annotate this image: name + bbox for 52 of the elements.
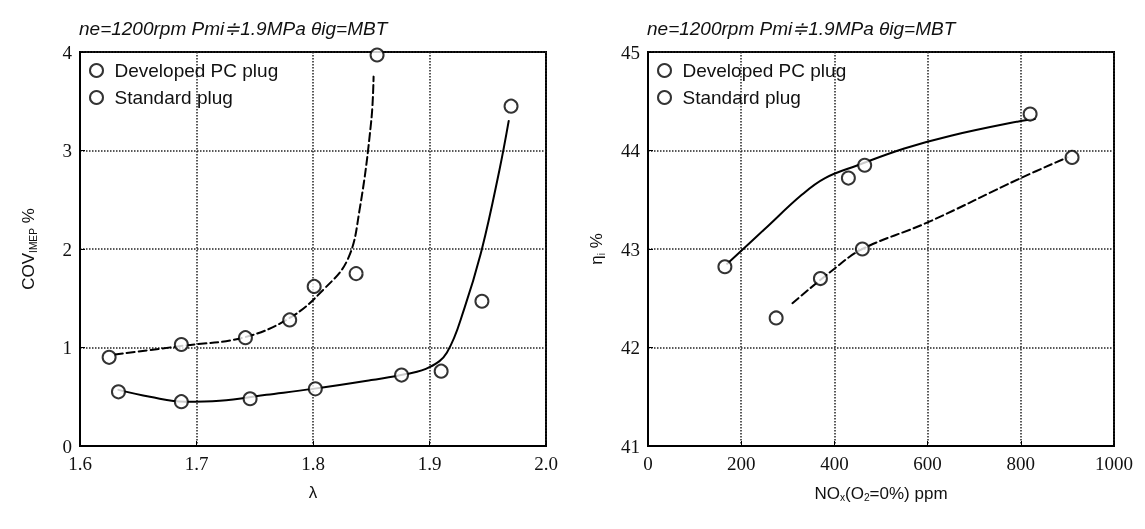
- y-tick-label: 44: [621, 140, 641, 161]
- point: [307, 381, 323, 397]
- x-axis-title: λ: [308, 483, 318, 502]
- point: [812, 271, 828, 287]
- point: [110, 384, 126, 400]
- point: [306, 278, 322, 294]
- point: [237, 330, 253, 346]
- y-axis-title: COVIMEP %: [19, 208, 39, 290]
- x-tick-label: 1.7: [184, 453, 209, 474]
- point: [394, 367, 410, 383]
- legend-label: Standard plug: [682, 87, 801, 108]
- x-tick-label: 0: [643, 453, 653, 474]
- point: [433, 363, 449, 379]
- point: [857, 157, 873, 173]
- point: [840, 170, 856, 186]
- point: [474, 293, 490, 309]
- y-tick-label: 41: [621, 435, 640, 457]
- legend-label: Standard plug: [114, 87, 233, 108]
- y-tick-label: 2: [62, 238, 72, 260]
- point: [717, 259, 733, 275]
- x-tick-label: 1000: [1095, 453, 1133, 474]
- y-tick-label: 43: [621, 238, 640, 260]
- x-tick-label: 600: [913, 453, 942, 474]
- y-tick-label: 45: [621, 41, 640, 63]
- point: [1064, 149, 1080, 165]
- point: [854, 241, 870, 257]
- x-tick-label: 400: [820, 453, 849, 474]
- chart-title: ne=1200rpm Pmi≑1.9MPa θig=MBT: [79, 18, 389, 39]
- x-tick-label: 1.9: [417, 453, 442, 474]
- point: [282, 312, 298, 328]
- y-tick-label: 1: [62, 337, 72, 358]
- point: [101, 349, 117, 365]
- x-tick-label: 200: [726, 453, 756, 474]
- point: [173, 394, 189, 410]
- point: [369, 47, 385, 63]
- y-tick-label: 4: [62, 41, 73, 63]
- point: [348, 266, 364, 282]
- x-tick-label: 2.0: [534, 453, 558, 474]
- point: [768, 310, 784, 326]
- y-axis-title: ηi %: [587, 233, 607, 265]
- point: [173, 337, 189, 353]
- y-tick-label: 3: [62, 140, 72, 161]
- x-axis-title: NOx(O2=0%) ppm: [814, 483, 948, 503]
- y-tick-label: 42: [621, 337, 640, 358]
- x-tick-label: 800: [1006, 453, 1036, 474]
- legend-label: Developed PC plug: [114, 60, 279, 81]
- point: [1022, 106, 1038, 122]
- point: [242, 391, 258, 407]
- chart-title: ne=1200rpm Pmi≑1.9MPa θig=MBT: [647, 18, 957, 39]
- x-tick-label: 1.8: [301, 453, 325, 474]
- point: [503, 98, 519, 114]
- legend-label: Developed PC plug: [682, 60, 847, 81]
